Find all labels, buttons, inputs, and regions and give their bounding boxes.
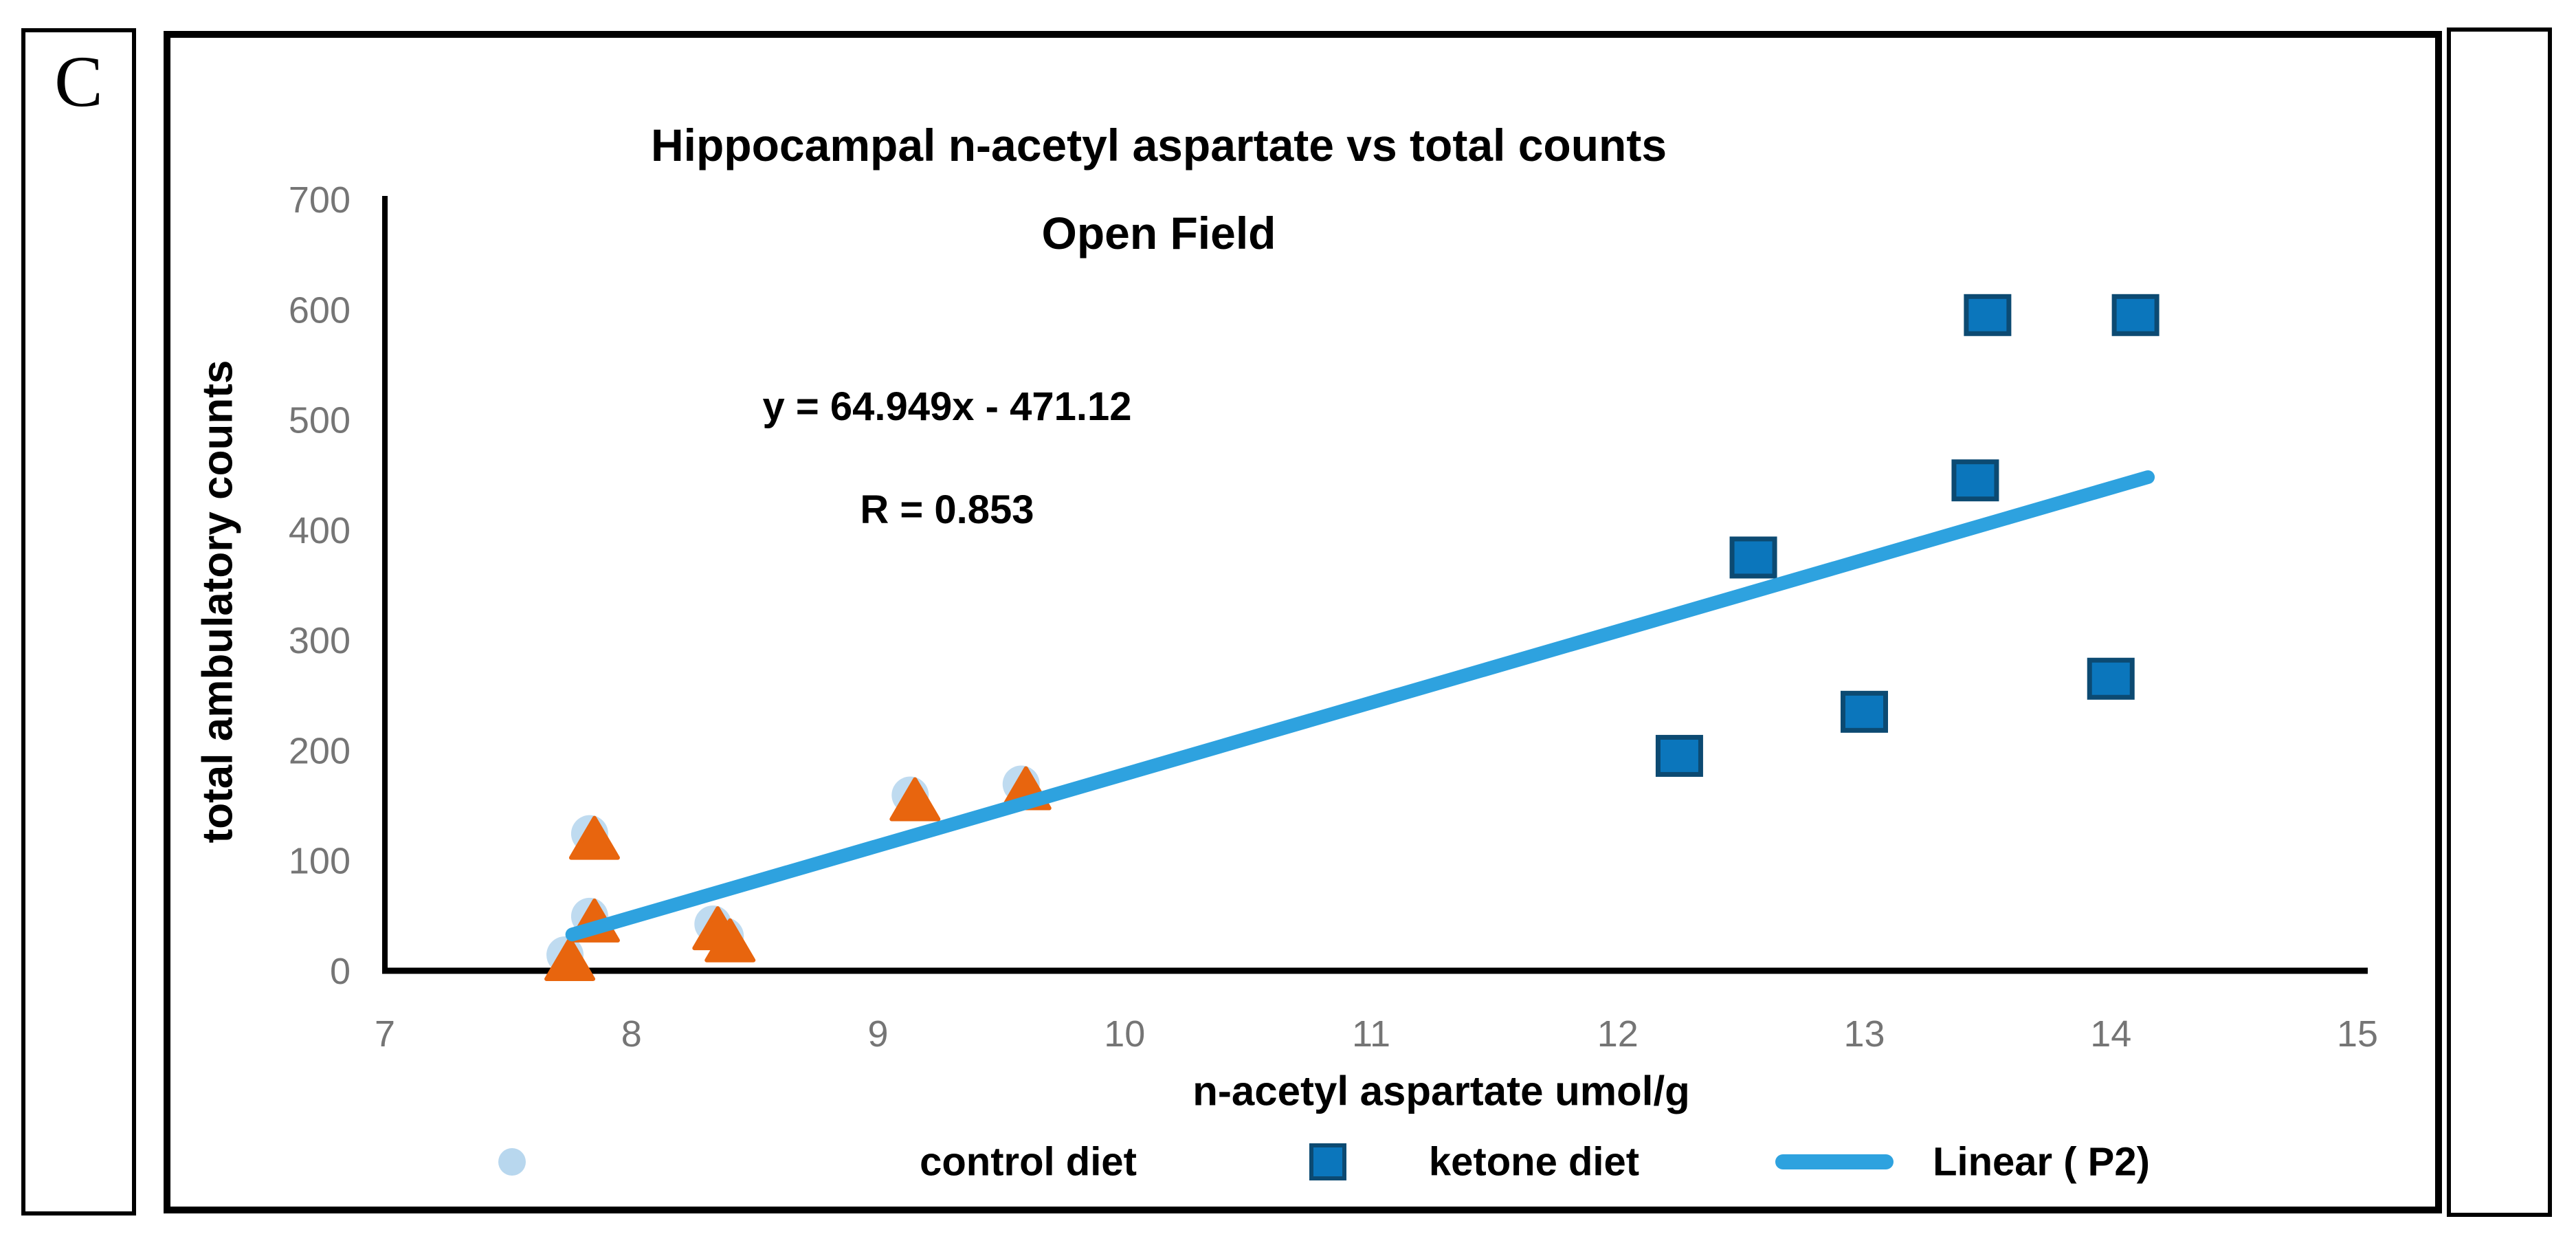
x-tick-label: 15 (2337, 1013, 2378, 1055)
chart-title-line2: Open Field (1041, 208, 1276, 258)
legend-trendline-label: Linear ( P2) (1933, 1139, 2150, 1185)
panel-label-box: C (21, 28, 136, 1216)
legend-control-diet-label: control diet (920, 1139, 1137, 1185)
x-tick-label: 8 (621, 1013, 642, 1055)
y-tick-label: 500 (289, 400, 351, 441)
control-diet-point (544, 936, 596, 981)
x-tick-label: 9 (867, 1013, 888, 1055)
legend-ketone-diet-marker-icon (1309, 1143, 1346, 1180)
x-tick-label: 7 (375, 1013, 395, 1055)
plot-area: 7 8 9 10 11 12 13 14 15 0 100 200 300 400 500 600 700 (289, 179, 2378, 1055)
trendline (565, 470, 2155, 942)
x-tick-label: 12 (1597, 1013, 1639, 1055)
x-tick-label: 11 (1352, 1013, 1390, 1055)
control-diet-point (889, 777, 941, 822)
ketone-diet-point (2111, 294, 2159, 336)
x-tick-label: 10 (1104, 1013, 1145, 1055)
ketone-diet-point (1964, 294, 2012, 336)
ketone-diet-point (1841, 690, 1888, 733)
empty-panel-box (2447, 28, 2552, 1217)
ketone-diet-point (1951, 459, 1999, 502)
ketone-diet-point (1655, 734, 1703, 777)
x-axis-title: n-acetyl aspartate umol/g (1192, 1068, 1690, 1114)
trendline-annotation: y = 64.949x - 471.12 R = 0.853 (763, 355, 1132, 562)
y-tick-label: 300 (289, 620, 351, 661)
control-diet-point (704, 918, 756, 962)
legend-trendline-marker-icon (1775, 1154, 1894, 1169)
x-tick-label: 14 (2090, 1013, 2131, 1055)
trendline-equation: y = 64.949x - 471.12 (762, 384, 1132, 429)
y-tick-label: 100 (289, 841, 351, 882)
legend-ketone-diet-label: ketone diet (1428, 1139, 1640, 1185)
ketone-diet-point (1729, 536, 1777, 579)
y-tick-label: 600 (289, 289, 351, 331)
legend-control-diet-marker-icon (498, 1148, 526, 1176)
panel-label: C (54, 41, 103, 122)
y-tick-label: 0 (330, 951, 351, 992)
chart-panel: Hippocampal n-acetyl aspartate vs total … (164, 31, 2442, 1213)
y-tick-label: 400 (289, 510, 351, 551)
ketone-diet-point (2087, 657, 2135, 700)
trendline-r-value: R = 0.853 (860, 487, 1034, 532)
control-diet-point (568, 815, 620, 860)
chart-title: Hippocampal n-acetyl aspartate vs total … (651, 101, 1667, 277)
chart-title-line1: Hippocampal n-acetyl aspartate vs total … (650, 120, 1667, 170)
x-tick-label: 13 (1843, 1013, 1885, 1055)
y-tick-label: 200 (289, 730, 351, 771)
y-tick-label: 700 (289, 179, 351, 221)
